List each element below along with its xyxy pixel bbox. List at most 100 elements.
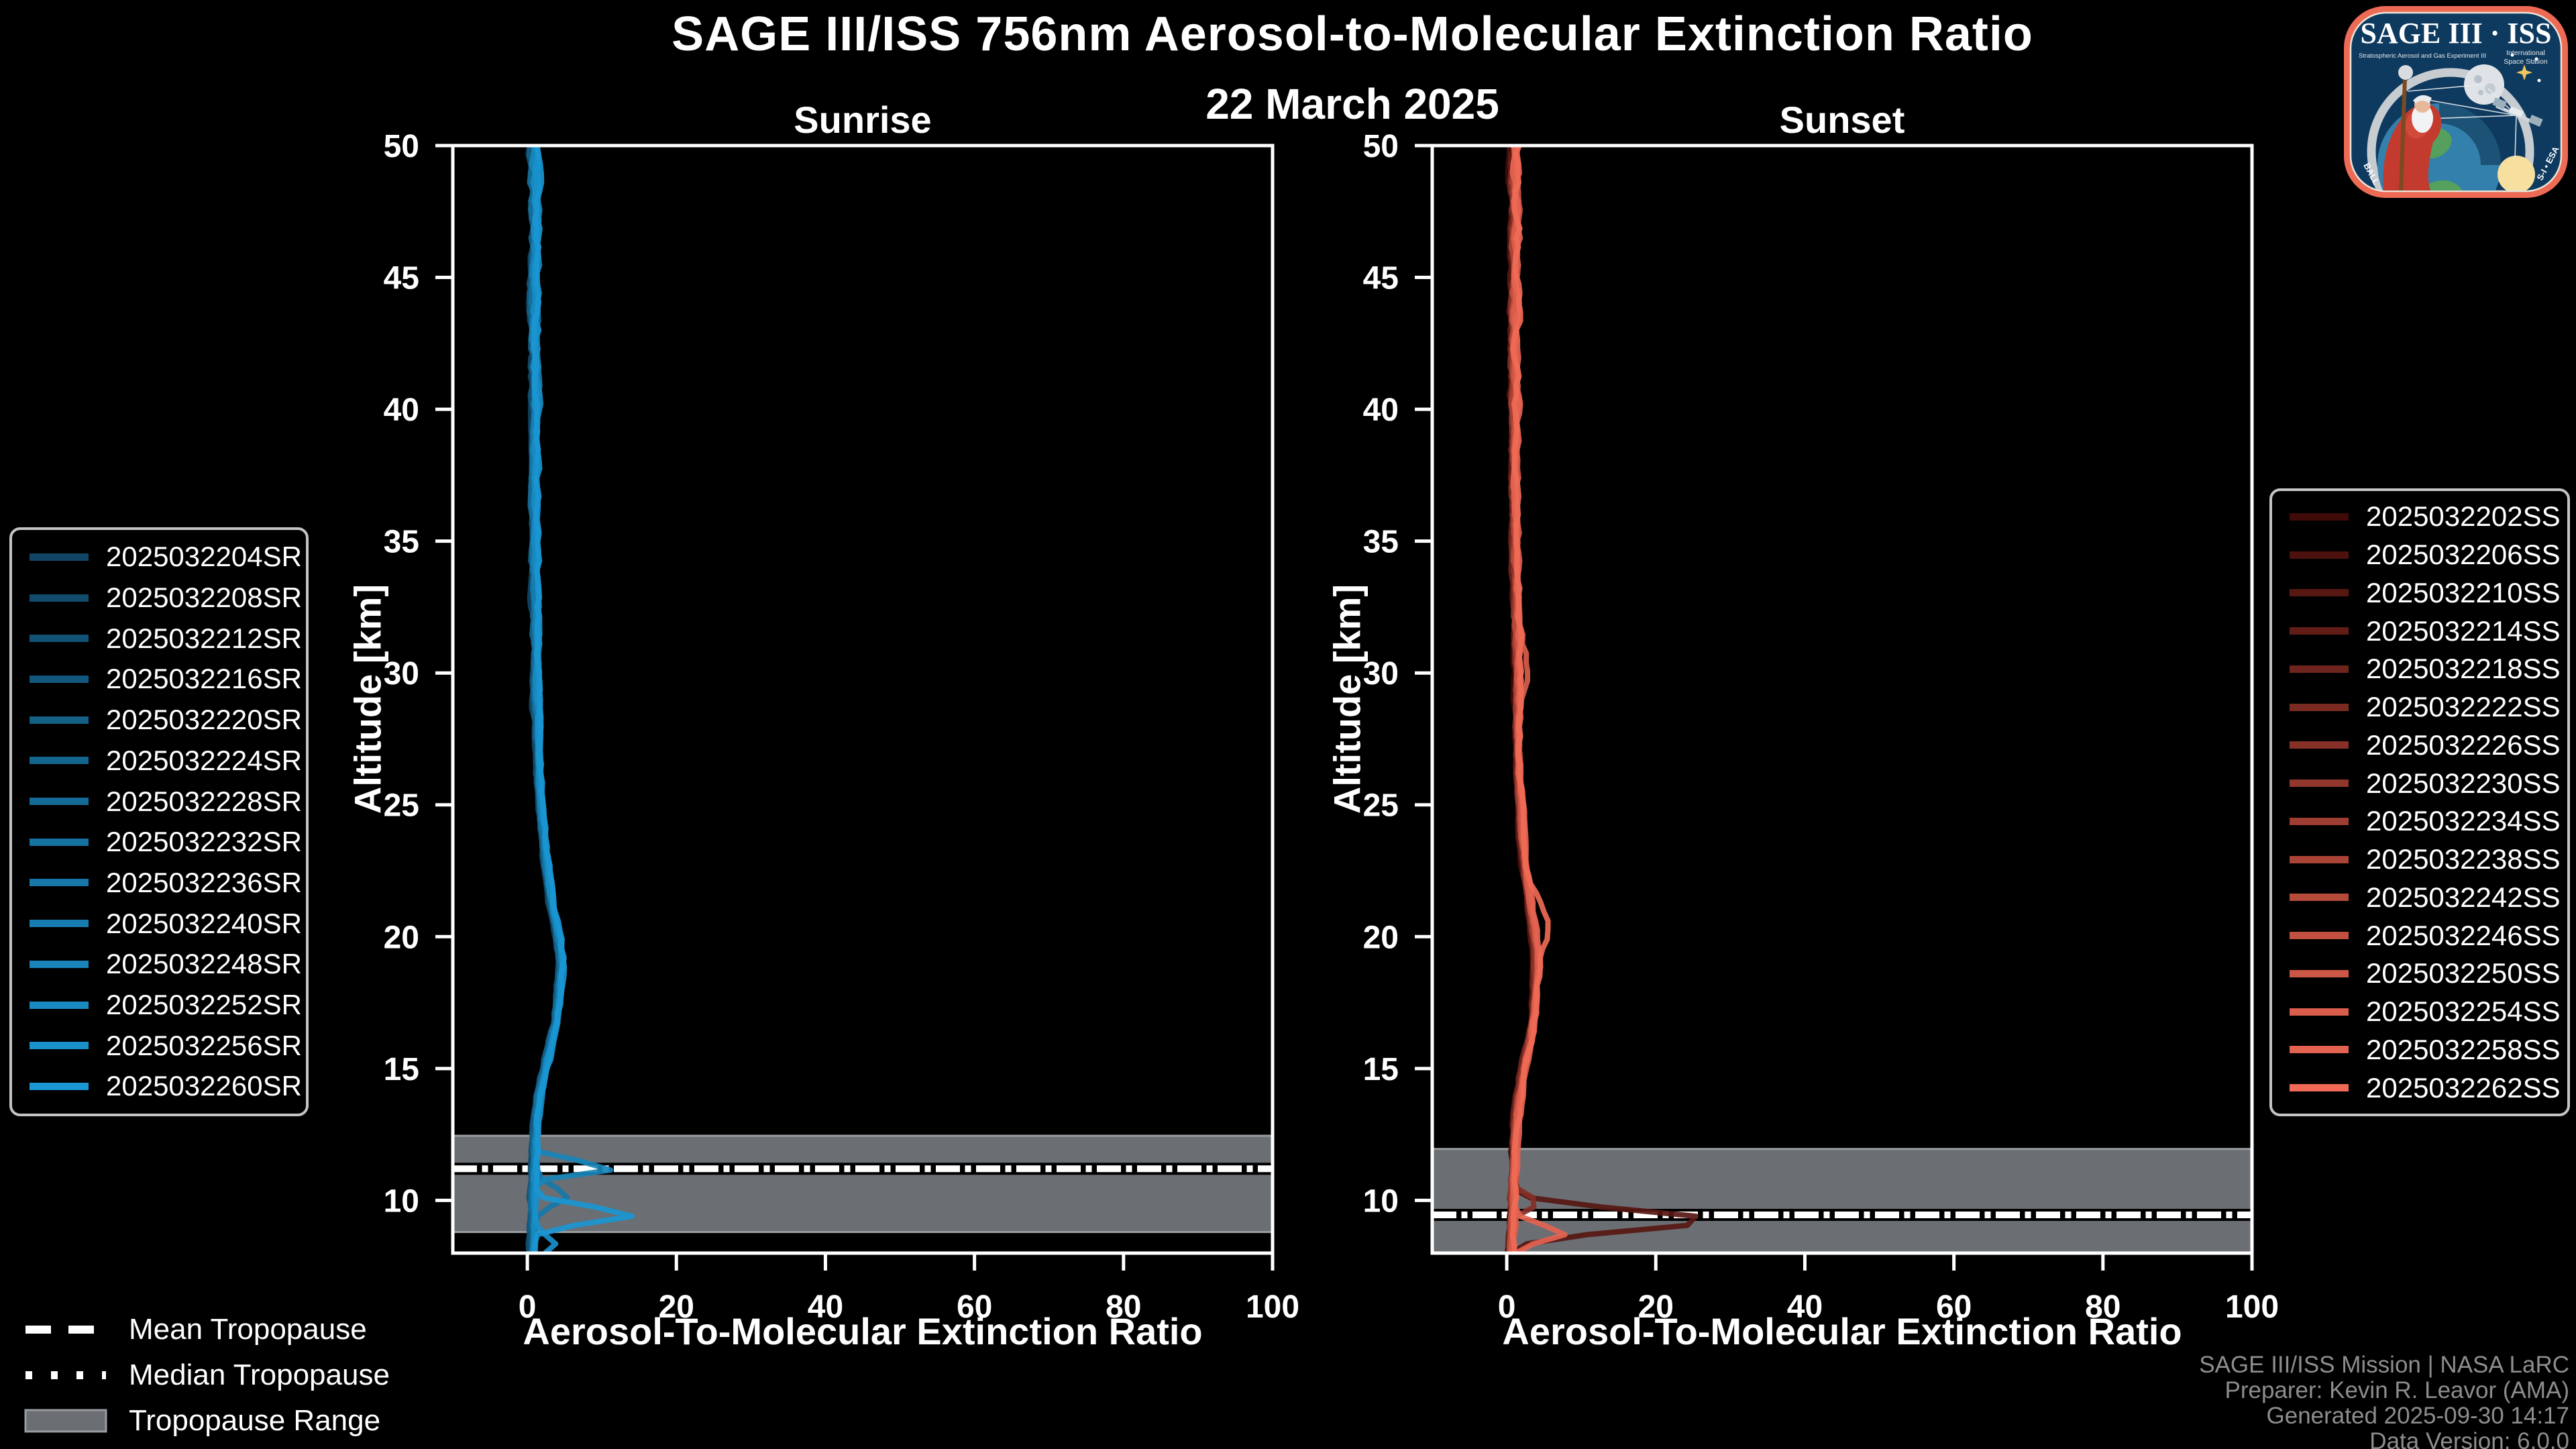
panel-title-sunset: Sunset bbox=[1779, 99, 1905, 141]
series-label: 2025032260SR bbox=[106, 1070, 302, 1102]
series-color-swatch bbox=[2290, 551, 2349, 559]
series-color-swatch bbox=[30, 716, 89, 724]
legend-item-mean-tropopause: Mean Tropopause bbox=[24, 1307, 390, 1352]
series-color-swatch bbox=[30, 1042, 89, 1050]
series-color-swatch bbox=[2290, 969, 2349, 977]
series-label: 2025032238SS bbox=[2366, 843, 2561, 875]
series-label: 2025032216SR bbox=[106, 663, 302, 695]
panel-title-sunrise: Sunrise bbox=[794, 99, 932, 141]
legend-item: 2025032230SS bbox=[2277, 767, 2562, 800]
series-color-swatch bbox=[30, 1001, 89, 1009]
series-color-swatch bbox=[2290, 513, 2349, 521]
legend-item: 2025032248SR bbox=[17, 948, 302, 980]
x-tick-label: 60 bbox=[957, 1289, 992, 1325]
attribution-mission: SAGE III/ISS Mission | NASA LaRC bbox=[2199, 1352, 2569, 1378]
x-tick-label: 20 bbox=[659, 1289, 694, 1325]
legend-item: 2025032212SR bbox=[17, 622, 302, 655]
father-time-figure bbox=[2383, 65, 2442, 191]
attribution-block: SAGE III/ISS Mission | NASA LaRC Prepare… bbox=[2199, 1352, 2569, 1449]
axes-frame bbox=[451, 144, 1275, 1255]
legend-item: 2025032234SS bbox=[2277, 805, 2562, 837]
attribution-generated: Generated 2025-09-30 14:17 bbox=[2266, 1403, 2569, 1429]
series-label: 2025032258SS bbox=[2366, 1033, 2561, 1065]
x-tick-label: 80 bbox=[2085, 1289, 2121, 1325]
legend-item: 2025032208SR bbox=[17, 582, 302, 614]
series-color-swatch bbox=[2290, 1008, 2349, 1016]
y-tick-label: 20 bbox=[1363, 920, 1399, 955]
series-color-swatch bbox=[2290, 627, 2349, 635]
staff bbox=[2399, 77, 2407, 191]
series-color-swatch bbox=[30, 594, 89, 602]
series-color-swatch bbox=[30, 879, 89, 887]
series-label: 2025032220SR bbox=[106, 704, 302, 736]
legend-item: 2025032246SS bbox=[2277, 920, 2562, 952]
series-label: 2025032236SR bbox=[106, 866, 302, 898]
iss-icon bbox=[2492, 97, 2543, 127]
attribution-preparer: Preparer: Kevin R. Leavor (AMA) bbox=[2224, 1377, 2569, 1403]
y-tick-label: 40 bbox=[1363, 392, 1399, 428]
profile-2025032260SR bbox=[530, 146, 635, 1253]
series-label: 2025032218SS bbox=[2366, 653, 2561, 685]
axes-frame bbox=[1430, 144, 2254, 1255]
series-label: 2025032248SR bbox=[106, 948, 302, 980]
series-label: 2025032206SS bbox=[2366, 539, 2561, 571]
legend-item: 2025032216SR bbox=[17, 663, 302, 695]
legend-sunrise: 2025032204SR 2025032208SR 2025032212SR 2025… bbox=[9, 527, 309, 1116]
x-tick-label: 40 bbox=[1787, 1289, 1823, 1325]
legend-item: 2025032258SS bbox=[2277, 1034, 2562, 1066]
legend-item: 2025032220SR bbox=[17, 704, 302, 736]
series-label: 2025032222SS bbox=[2366, 691, 2561, 723]
y-tick-label: 10 bbox=[1363, 1183, 1399, 1219]
series-color-swatch bbox=[2290, 817, 2349, 825]
series-label: 2025032214SS bbox=[2366, 614, 2561, 647]
x-tick-label: 100 bbox=[1246, 1289, 1299, 1325]
sun-icon bbox=[2498, 156, 2535, 191]
legend-item: 2025032224SR bbox=[17, 745, 302, 777]
series-label: 2025032246SS bbox=[2366, 919, 2561, 951]
series-color-swatch bbox=[2290, 780, 2349, 788]
beard bbox=[2412, 103, 2433, 133]
series-label: 2025032226SS bbox=[2366, 729, 2561, 761]
series-color-swatch bbox=[30, 798, 89, 806]
series-color-swatch bbox=[2290, 589, 2349, 597]
panel-sunset: 0 20 40 60 80 100 10 15 20 25 30 35 40 45 50 bbox=[1363, 129, 2279, 1325]
series-color-swatch bbox=[30, 757, 89, 765]
x-tick-label: 20 bbox=[1638, 1289, 1674, 1325]
x-tick-label: 0 bbox=[519, 1289, 537, 1325]
y-tick-label: 45 bbox=[384, 261, 419, 297]
y-tick-label: 15 bbox=[384, 1052, 419, 1087]
tropopause-range-label: Tropopause Range bbox=[129, 1404, 381, 1437]
gray-band-icon bbox=[24, 1409, 107, 1433]
legend-item: 2025032256SR bbox=[17, 1030, 302, 1062]
legend-item: 2025032202SS bbox=[2277, 500, 2562, 533]
profile-2025032262SS bbox=[1509, 146, 1551, 1253]
orbit-ring-icon bbox=[2367, 68, 2534, 191]
y-tick-label: 50 bbox=[1363, 129, 1399, 164]
series-color-swatch bbox=[2290, 703, 2349, 711]
series-color-swatch bbox=[2290, 665, 2349, 673]
tropopause-range-band bbox=[453, 1134, 1273, 1234]
series-label: 2025032228SR bbox=[106, 785, 302, 817]
profile-2025032210SS bbox=[1507, 146, 1699, 1253]
y-tick-label: 40 bbox=[384, 392, 419, 428]
legend-item: 2025032210SS bbox=[2277, 577, 2562, 609]
x-tick-label: 0 bbox=[1498, 1289, 1516, 1325]
series-label: 2025032202SS bbox=[2366, 500, 2561, 533]
logo-subtitle-left: Stratospheric Aerosol and Gas Experiment… bbox=[2359, 52, 2486, 60]
tropopause-legend: Mean Tropopause Median Tropopause Tropop… bbox=[24, 1307, 390, 1444]
series-color-swatch bbox=[30, 1082, 89, 1090]
series-color-swatch bbox=[2290, 741, 2349, 749]
legend-item: 2025032240SR bbox=[17, 908, 302, 940]
y-tick-label: 35 bbox=[384, 525, 419, 560]
x-tick-label: 60 bbox=[1936, 1289, 1972, 1325]
series-label: 2025032242SS bbox=[2366, 881, 2561, 913]
legend-item: 2025032206SS bbox=[2277, 539, 2562, 571]
date-subtitle: 22 March 2025 bbox=[1205, 80, 1499, 128]
series-label: 2025032230SS bbox=[2366, 767, 2561, 799]
series-label: 2025032212SR bbox=[106, 622, 302, 654]
series-color-swatch bbox=[30, 960, 89, 968]
y-tick-label: 15 bbox=[1363, 1052, 1399, 1087]
legend-item: 2025032254SS bbox=[2277, 996, 2562, 1028]
